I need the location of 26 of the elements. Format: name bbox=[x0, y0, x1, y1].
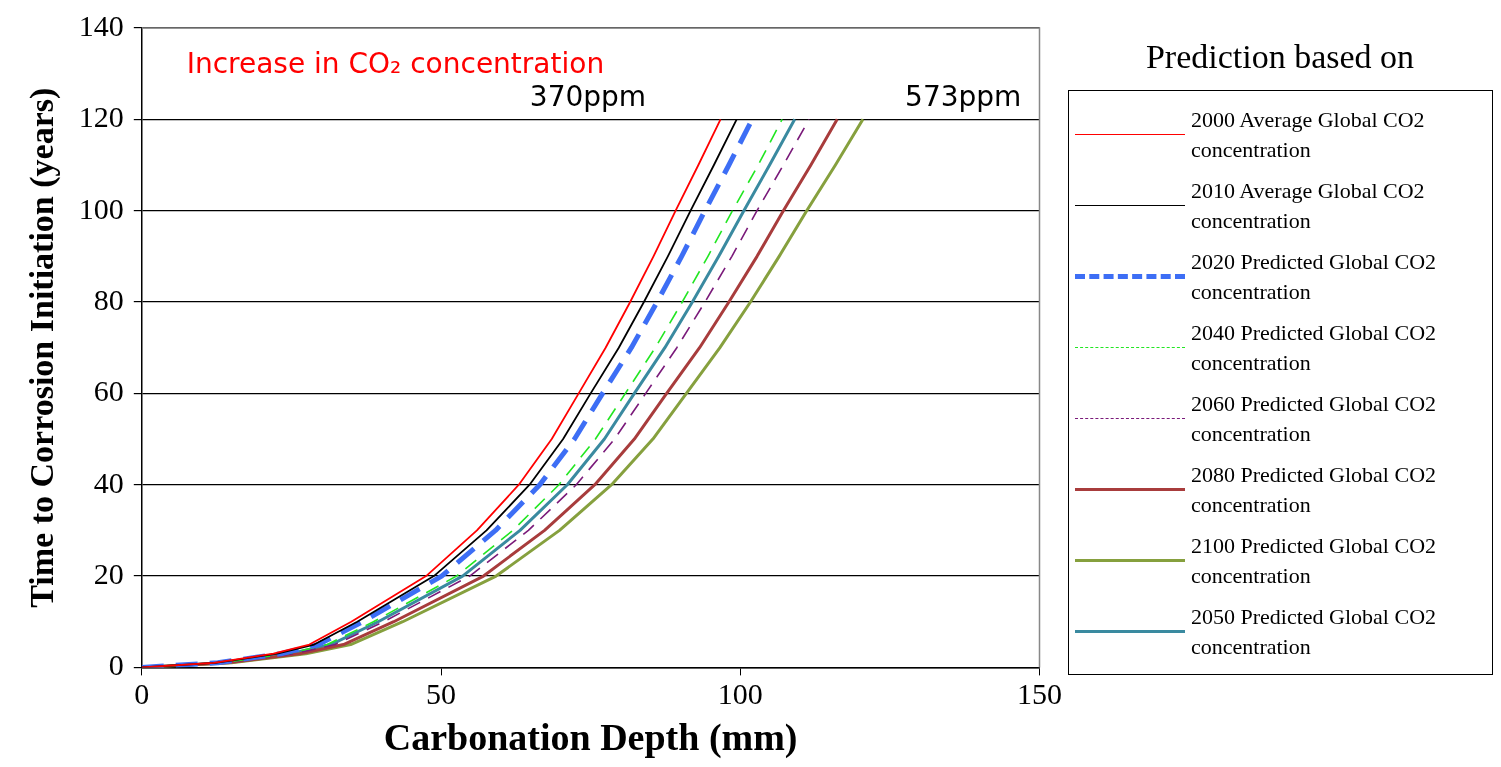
y-tick-label: 120 bbox=[78, 100, 124, 134]
y-tick-label: 20 bbox=[93, 556, 124, 590]
legend-label: 2040 Predicted Global CO2 concentration bbox=[1191, 318, 1438, 377]
y-axis-title: Time to Corrosion Initiation (years) bbox=[23, 87, 62, 608]
legend-title: Prediction based on bbox=[1144, 38, 1416, 76]
x-tick-label: 0 bbox=[134, 677, 150, 711]
y-tick-label: 100 bbox=[78, 191, 124, 225]
legend-label: 2000 Average Global CO2 concentration bbox=[1191, 105, 1426, 164]
annotation: 370ppm bbox=[529, 80, 647, 113]
legend-label: 2050 Predicted Global CO2 concentration bbox=[1191, 602, 1438, 661]
annotation: 573ppm bbox=[905, 80, 1022, 113]
y-tick-label: 40 bbox=[93, 465, 124, 499]
y-tick-label: 140 bbox=[78, 8, 124, 42]
legend-label: 2060 Predicted Global CO2 concentration bbox=[1191, 389, 1438, 448]
x-tick-label: 100 bbox=[717, 677, 763, 711]
y-tick-label: 80 bbox=[93, 282, 124, 316]
legend-label: 2010 Average Global CO2 concentration bbox=[1191, 176, 1426, 235]
x-tick-label: 150 bbox=[1017, 677, 1062, 711]
y-tick-label: 60 bbox=[93, 374, 124, 408]
legend-label: 2100 Predicted Global CO2 concentration bbox=[1191, 531, 1438, 590]
x-tick-label: 50 bbox=[426, 677, 457, 711]
x-axis-title: Carbonation Depth (mm) bbox=[383, 716, 798, 760]
y-tick-label: 0 bbox=[108, 648, 124, 682]
annotation: Increase in CO₂ concentration bbox=[186, 47, 605, 80]
legend-label: 2080 Predicted Global CO2 concentration bbox=[1191, 460, 1438, 519]
legend-label: 2020 Predicted Global CO2 concentration bbox=[1191, 247, 1438, 306]
